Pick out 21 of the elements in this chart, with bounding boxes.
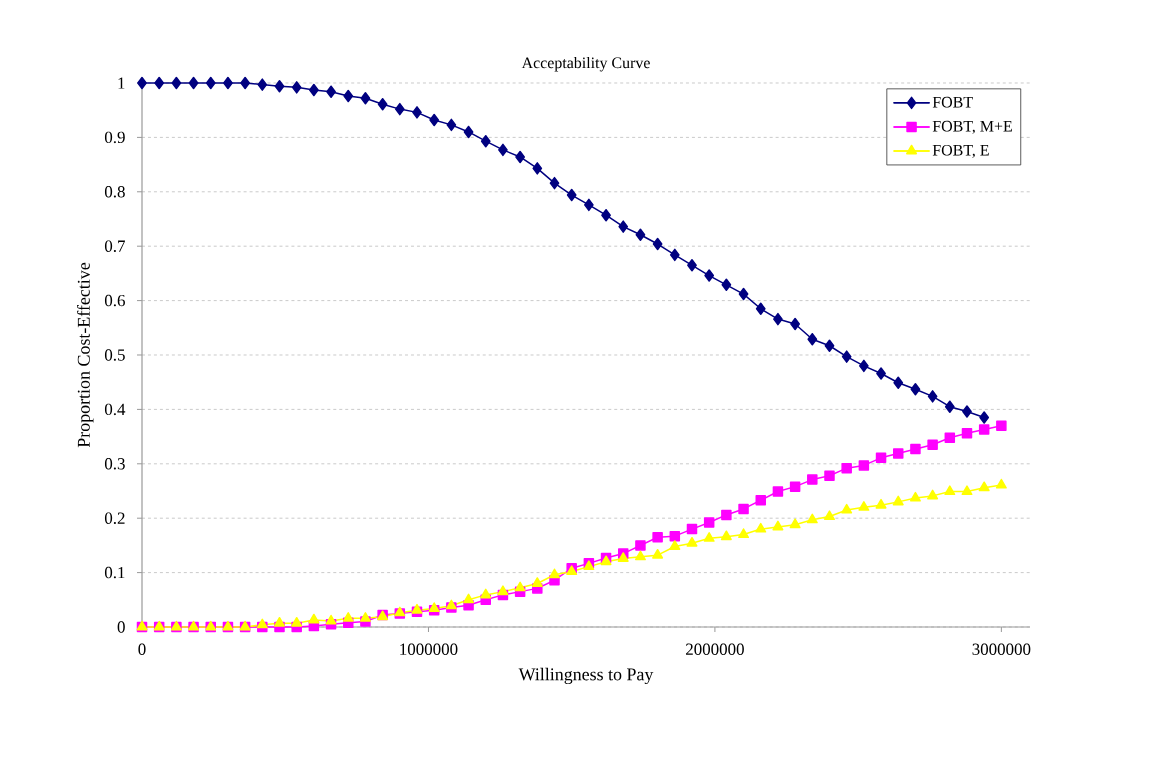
y-tick-label: 0.9 — [104, 131, 125, 144]
y-tick-label: 0.7 — [104, 240, 125, 252]
legend-label: FOBT — [932, 96, 973, 108]
chart-title: Acceptability Curve — [521, 56, 650, 72]
legend-label: FOBT, E — [932, 144, 989, 158]
y-tick-label: 0 — [117, 621, 125, 633]
x-axis-title: Willingness to Pay — [518, 667, 654, 685]
y-tick-label: 0.6 — [104, 294, 125, 307]
x-tick-label: 1000000 — [400, 643, 458, 655]
y-axis-title: Proportion Cost-Effective — [77, 262, 94, 448]
y-tick-label: 0.8 — [104, 186, 125, 198]
legend-label: FOBT, M+E — [932, 120, 1012, 134]
y-tick-label: 0.1 — [104, 566, 125, 579]
y-tick-label: 1 — [118, 77, 125, 89]
x-tick-label: 2000000 — [686, 643, 744, 655]
x-tick-label: 3000000 — [972, 643, 1031, 655]
y-tick-label: 0.3 — [104, 458, 125, 470]
x-tick-label: 0 — [138, 643, 146, 655]
y-tick-label: 0.5 — [104, 349, 125, 361]
y-tick-label: 0.2 — [104, 512, 125, 524]
y-tick-label: 0.4 — [104, 403, 126, 416]
